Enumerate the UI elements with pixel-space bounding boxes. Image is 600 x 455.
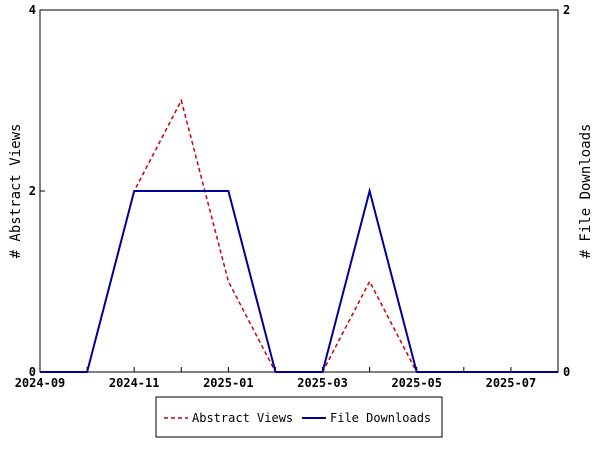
x-tick-label: 2024-09 [15,376,66,390]
right-y-tick-label: 2 [563,3,570,17]
x-tick-label: 2025-03 [297,376,348,390]
legend-box [155,396,443,438]
right-axis-label: # File Downloads [578,124,594,259]
left-y-tick-label: 0 [29,365,36,379]
plot-frame [39,9,559,373]
left-axis-label: # Abstract Views [8,124,24,259]
series-layer [40,98,558,373]
legend-label-file-downloads: File Downloads [330,411,431,425]
legend: Abstract Views File Downloads [155,396,443,438]
right-y-tick-label: 0 [563,365,570,379]
left-y-tick-label: 2 [29,184,36,198]
series-line-file-downloads [40,187,558,373]
left-y-tick-label: 4 [29,3,36,17]
series-line-abstract-views [40,98,558,373]
x-tick-label: 2025-07 [486,376,537,390]
x-tick-label: 2025-01 [203,376,254,390]
legend-label-abstract-views: Abstract Views [192,411,293,425]
x-tick-label: 2025-05 [391,376,442,390]
x-tick-label: 2024-11 [109,376,160,390]
